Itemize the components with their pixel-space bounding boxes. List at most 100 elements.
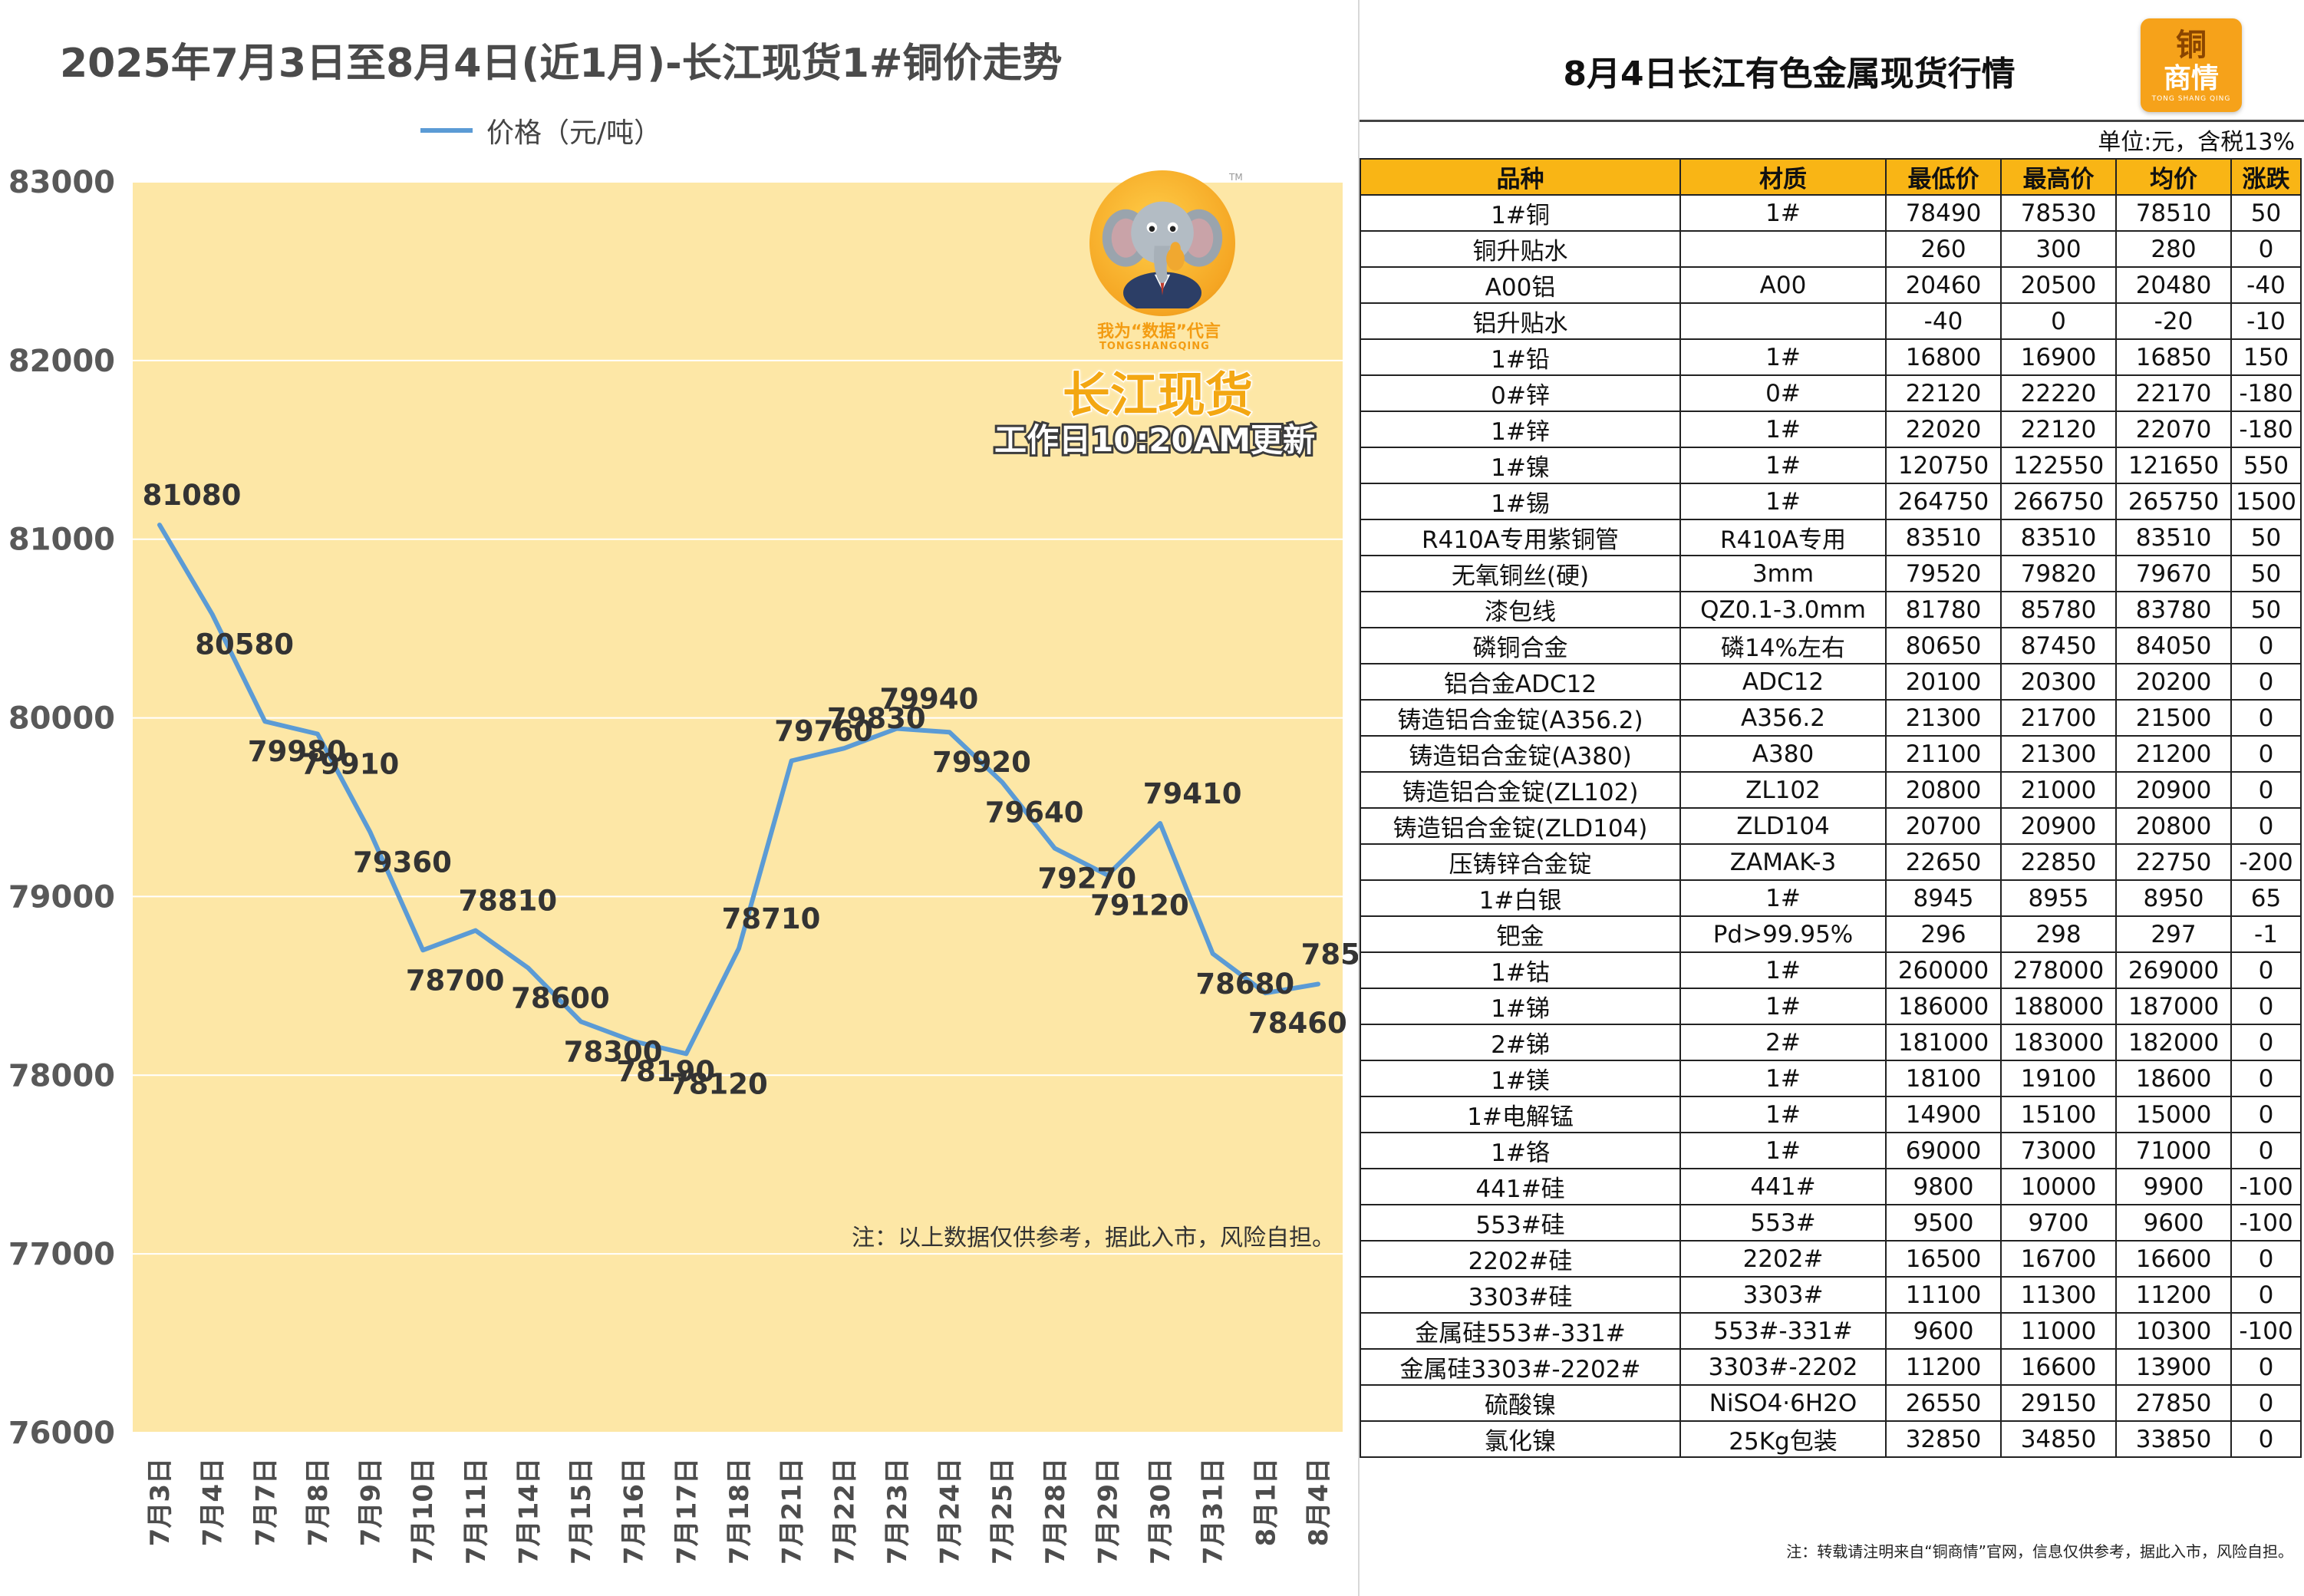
cell-material: 3303# <box>1679 1276 1887 1314</box>
cell-high: 83510 <box>2000 519 2117 556</box>
update-schedule-note: 工作日10:20AM更新 <box>992 419 1317 461</box>
y-tick-label: 79000 <box>8 879 115 915</box>
x-tick-label: 8月1日 <box>1251 1458 1281 1546</box>
cell-material: 0# <box>1679 374 1887 412</box>
cell-variety: 1#电解锰 <box>1360 1096 1681 1133</box>
cell-avg: 15000 <box>2115 1096 2232 1133</box>
cell-low: 32850 <box>1885 1420 2002 1458</box>
cell-material: 1# <box>1679 951 1887 989</box>
x-tick-label: 7月25日 <box>987 1458 1018 1565</box>
cell-avg: 10300 <box>2115 1312 2232 1350</box>
cell-low: 21100 <box>1885 735 2002 773</box>
cell-material <box>1679 230 1887 268</box>
cell-low: -40 <box>1885 302 2002 340</box>
cell-material: ZL102 <box>1679 771 1887 809</box>
x-tick-label: 7月7日 <box>250 1458 281 1546</box>
table-body: 1#铜 1# 78490 78530 78510 50 铜升贴水 260 300 280 0 A00铝… <box>1360 194 2302 1458</box>
cell-high: 16900 <box>2000 338 2117 376</box>
table-row: 1#电解锰 1# 14900 15100 15000 0 <box>1360 1096 2302 1133</box>
cell-high: 22120 <box>2000 411 2117 448</box>
cell-change: 150 <box>2230 338 2302 376</box>
table-row: 磷铜合金 磷14%左右 80650 87450 84050 0 <box>1360 627 2302 664</box>
cell-high: 11000 <box>2000 1312 2117 1350</box>
cell-change: -180 <box>2230 374 2302 412</box>
data-label: 78600 <box>511 982 610 1015</box>
cell-material: 1# <box>1679 879 1887 917</box>
table-row: 氯化镍 25Kg包装 32850 34850 33850 0 <box>1360 1420 2302 1458</box>
cell-variety: 1#铅 <box>1360 338 1681 376</box>
cell-high: 0 <box>2000 302 2117 340</box>
x-tick-label: 7月3日 <box>145 1458 176 1546</box>
cell-material <box>1679 302 1887 340</box>
cell-material: A356.2 <box>1679 699 1887 737</box>
cell-high: 11300 <box>2000 1276 2117 1314</box>
cell-high: 87450 <box>2000 627 2117 664</box>
cell-change: -100 <box>2230 1168 2302 1205</box>
x-tick-label: 7月18日 <box>724 1458 755 1565</box>
cell-change: 0 <box>2230 771 2302 809</box>
cell-low: 81780 <box>1885 591 2002 628</box>
cell-variety: 压铸锌合金锭 <box>1360 843 1681 881</box>
cell-material: Pd>99.95% <box>1679 915 1887 953</box>
cell-avg: 18600 <box>2115 1060 2232 1097</box>
cell-variety: 漆包线 <box>1360 591 1681 628</box>
cell-avg: 21500 <box>2115 699 2232 737</box>
cell-low: 264750 <box>1885 483 2002 520</box>
y-tick-label: 81000 <box>8 523 115 558</box>
cell-variety: 1#白银 <box>1360 879 1681 917</box>
cell-change: 550 <box>2230 447 2302 484</box>
cell-change: 65 <box>2230 879 2302 917</box>
cell-material: 553#-331# <box>1679 1312 1887 1350</box>
cell-low: 18100 <box>1885 1060 2002 1097</box>
cell-variety: 金属硅3303#-2202# <box>1360 1348 1681 1386</box>
cell-avg: 182000 <box>2115 1024 2232 1061</box>
cell-avg: 187000 <box>2115 988 2232 1025</box>
cell-low: 8945 <box>1885 879 2002 917</box>
cell-variety: 2#锑 <box>1360 1024 1681 1061</box>
cell-variety: 553#硅 <box>1360 1204 1681 1242</box>
cell-avg: 79670 <box>2115 555 2232 592</box>
table-row: 1#铬 1# 69000 73000 71000 0 <box>1360 1132 2302 1169</box>
table-row: 铝合金ADC12 ADC12 20100 20300 20200 0 <box>1360 663 2302 701</box>
cell-material: 1# <box>1679 1096 1887 1133</box>
cell-high: 188000 <box>2000 988 2117 1025</box>
logo-slogan: 我为“数据”代言 <box>1097 322 1221 341</box>
col-header-low: 最低价 <box>1885 158 2002 196</box>
line-chart: 76000 77000 78000 79000 80000 81000 82000 83000… <box>8 165 1358 1565</box>
title-divider <box>1360 120 2304 122</box>
legend-swatch <box>420 128 473 133</box>
plot-area <box>133 182 1343 1433</box>
cell-variety: A00铝 <box>1360 266 1681 304</box>
cell-high: 266750 <box>2000 483 2117 520</box>
y-tick-label: 82000 <box>8 344 115 379</box>
cell-material: ZAMAK-3 <box>1679 843 1887 881</box>
cell-variety: 2202#硅 <box>1360 1240 1681 1278</box>
table-row: 1#白银 1# 8945 8955 8950 65 <box>1360 879 2302 917</box>
table-row: 1#锑 1# 186000 188000 187000 0 <box>1360 988 2302 1025</box>
cell-low: 83510 <box>1885 519 2002 556</box>
cell-low: 14900 <box>1885 1096 2002 1133</box>
cell-low: 186000 <box>1885 988 2002 1025</box>
table-row: 2202#硅 2202# 16500 16700 16600 0 <box>1360 1240 2302 1278</box>
cell-high: 34850 <box>2000 1420 2117 1458</box>
cell-low: 22650 <box>1885 843 2002 881</box>
legend-label: 价格（元/吨） <box>486 117 662 149</box>
data-label: 79760 <box>774 714 873 747</box>
table-row: 441#硅 441# 9800 10000 9900 -100 <box>1360 1168 2302 1205</box>
table-row: 无氧铜丝(硬) 3mm 79520 79820 79670 50 <box>1360 555 2302 592</box>
cell-high: 122550 <box>2000 447 2117 484</box>
col-header-material: 材质 <box>1679 158 1887 196</box>
cell-change: 0 <box>2230 1420 2302 1458</box>
data-label: 79910 <box>301 748 400 781</box>
table-row: 2#锑 2# 181000 183000 182000 0 <box>1360 1024 2302 1061</box>
table-row: 压铸锌合金锭 ZAMAK-3 22650 22850 22750 -200 <box>1360 843 2302 881</box>
cell-avg: 20900 <box>2115 771 2232 809</box>
table-header-row: 品种 材质 最低价 最高价 均价 涨跌 <box>1360 158 2302 196</box>
cell-high: 78530 <box>2000 194 2117 232</box>
x-tick-label: 7月16日 <box>619 1458 650 1565</box>
cell-material: 1# <box>1679 447 1887 484</box>
table-row: 1#铜 1# 78490 78530 78510 50 <box>1360 194 2302 232</box>
x-tick-label: 8月4日 <box>1304 1458 1334 1546</box>
cell-high: 21300 <box>2000 735 2117 773</box>
cell-high: 15100 <box>2000 1096 2117 1133</box>
